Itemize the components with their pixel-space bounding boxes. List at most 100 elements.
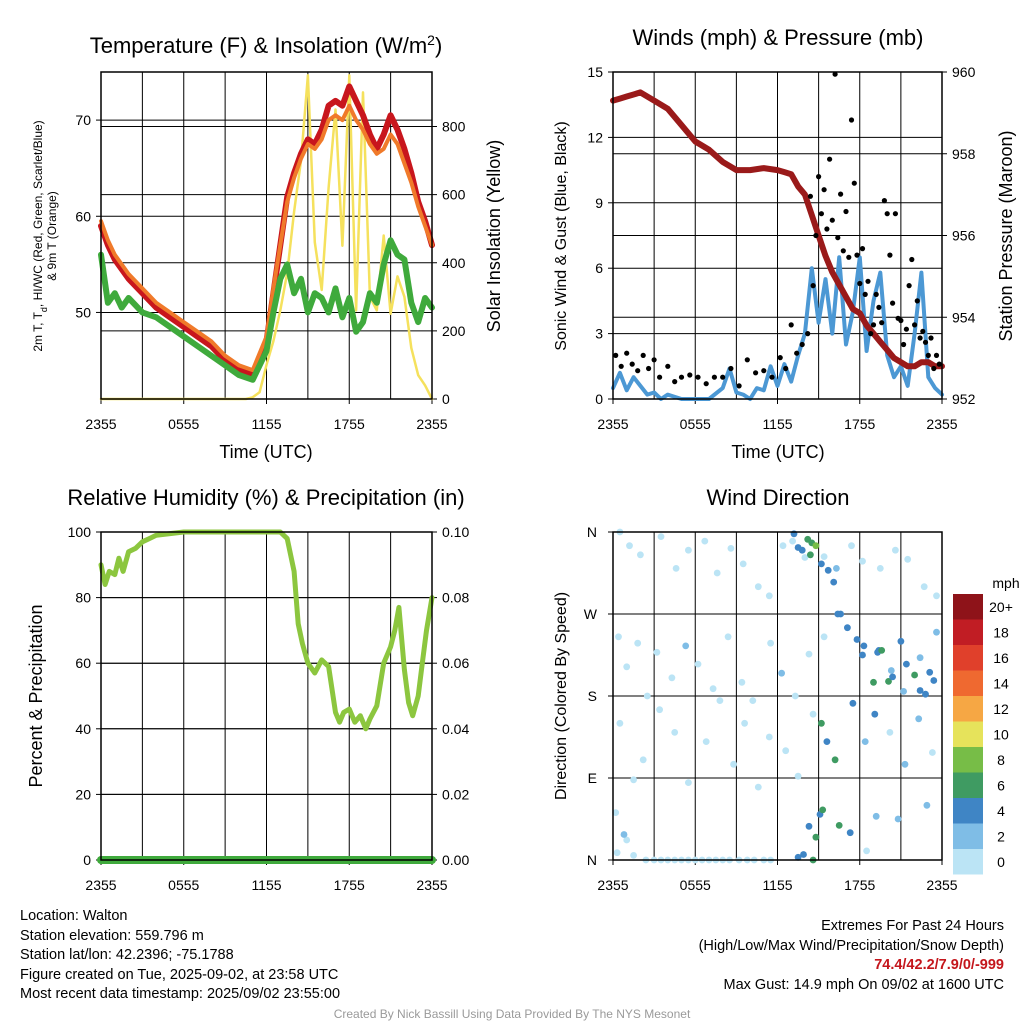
y-tick-label-right: 960 (952, 64, 976, 80)
gust-point (846, 254, 852, 260)
gust-point (931, 365, 937, 372)
title-end: ) (435, 33, 442, 58)
x-tick-label: 0555 (680, 416, 711, 432)
direction-point (741, 719, 748, 727)
gust-point (870, 322, 877, 328)
gust-point (794, 350, 800, 356)
direction-point (848, 542, 855, 550)
direction-point (713, 569, 721, 577)
direction-point (801, 554, 809, 561)
x-tick-label: 1155 (251, 877, 281, 893)
gust-point (816, 174, 822, 180)
gust-point (807, 193, 814, 199)
gust-point (920, 328, 926, 334)
gust-point (890, 300, 896, 306)
y-label-part: , HI/WC (Red, Green, Scarlet/Blue) (31, 120, 45, 307)
direction-point (615, 633, 622, 641)
gust-point (799, 341, 805, 348)
direction-point (701, 537, 709, 545)
direction-point (702, 738, 710, 745)
direction-point (886, 729, 894, 736)
direction-point (616, 719, 624, 727)
y-axis-label-left: Sonic Wind & Gust (Blue, Black) (553, 121, 570, 350)
x-tick-label: 1155 (762, 416, 792, 432)
y-tick-label-right: 0.04 (442, 721, 469, 737)
direction-point (613, 849, 621, 857)
direction-point (738, 678, 746, 686)
station-info: Location: Walton Station elevation: 559.… (20, 907, 340, 1005)
direction-point (916, 654, 924, 662)
direction-point (630, 776, 637, 784)
direction-point (779, 542, 787, 550)
humidity-line (98, 529, 435, 732)
y-tick-label-left: 15 (587, 64, 603, 80)
direction-point (672, 565, 680, 572)
gust-point (629, 361, 635, 367)
direction-point (694, 660, 702, 668)
y-tick-label-left: 50 (75, 304, 91, 320)
direction-point (623, 663, 631, 671)
x-axis-label: Time (UTC) (219, 442, 312, 462)
colorbar-label: 14 (993, 675, 1009, 691)
direction-point (920, 583, 928, 591)
gust-point (788, 322, 794, 328)
direction-point (859, 557, 866, 565)
direction-point (922, 690, 929, 698)
plot-border (100, 71, 433, 400)
direction-point (820, 553, 828, 560)
dewpoint-line (98, 237, 435, 383)
colorbar-label: 20+ (989, 599, 1013, 615)
gust-point (720, 374, 726, 380)
direction-point (824, 566, 832, 574)
gust-point (824, 226, 830, 232)
direction-point (812, 833, 820, 841)
direction-point (859, 651, 866, 659)
gust-point (624, 350, 630, 356)
gust-point (832, 71, 838, 77)
direction-point (831, 756, 839, 764)
direction-point (807, 551, 814, 559)
x-tick-label: 2355 (926, 416, 957, 432)
y-tick-label-left: 80 (75, 590, 91, 606)
gust-point (695, 374, 701, 380)
gust-point (914, 298, 920, 304)
y-tick-label-left: 40 (75, 721, 91, 737)
gust-point (933, 352, 940, 358)
x-tick-label: 0555 (680, 877, 711, 893)
gust-point (829, 217, 835, 223)
x-tick-label: 1755 (334, 416, 365, 432)
y-tick-label-right: 952 (952, 391, 976, 407)
direction-point (911, 671, 918, 679)
gust-point (898, 317, 904, 324)
direction-point (844, 624, 851, 632)
y-axis-label-left: 2m T, Td, HI/WC (Red, Green, Scarlet/Blu… (31, 120, 49, 351)
gust-point (813, 232, 819, 239)
gust-point (777, 355, 783, 361)
y-axis-label-left: Percent & Precipitation (26, 604, 46, 787)
direction-point (794, 772, 802, 780)
colorbar-title: mph (992, 575, 1019, 591)
colorbar-label: 16 (993, 650, 1009, 666)
extremes-legend: (High/Low/Max Wind/Precipitation/Snow De… (698, 937, 1004, 954)
x-tick-label: 1755 (844, 416, 875, 432)
direction-point (637, 551, 644, 559)
x-tick-label: 2355 (597, 877, 628, 893)
temperature-9m-line (99, 103, 434, 373)
direction-point (727, 545, 735, 552)
wind-speed-line (611, 255, 944, 401)
colorbar-swatch (953, 772, 983, 798)
direction-point (805, 822, 813, 830)
y-label-subscript: d (39, 307, 49, 312)
y-tick-label-right: 400 (442, 255, 466, 271)
direction-point (653, 648, 661, 656)
panel-3: 2355 0555 1155 1755 2355 0 20 40 60 80 100 0.00 0.02… (26, 485, 469, 893)
direction-point (894, 815, 902, 823)
y-tick-label-left: W (584, 606, 598, 622)
direction-point (819, 806, 827, 814)
plot-border (612, 71, 943, 400)
direction-point (818, 719, 825, 727)
direction-point (612, 809, 620, 816)
gust-point (909, 256, 915, 263)
x-tick-label: 1155 (251, 416, 281, 432)
direction-point (871, 710, 879, 718)
